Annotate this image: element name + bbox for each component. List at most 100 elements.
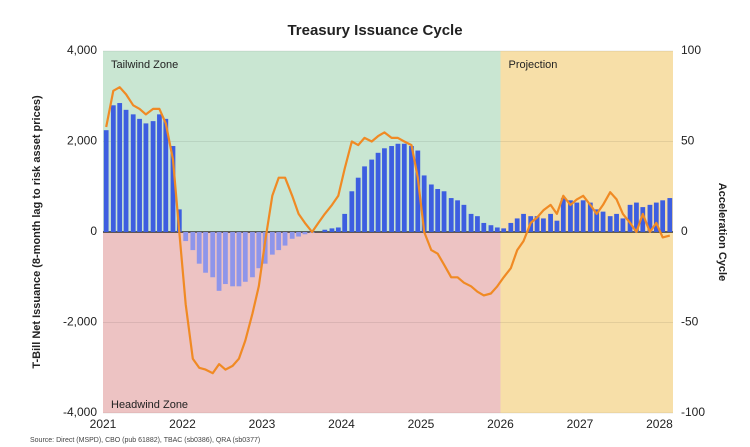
bar bbox=[548, 213, 553, 232]
x-tick-label: 2028 bbox=[646, 417, 673, 431]
y-tick-label: -2,000 bbox=[63, 315, 97, 329]
bar bbox=[269, 232, 275, 255]
bar bbox=[534, 216, 540, 232]
y2-axis-label: Acceleration Cycle bbox=[716, 183, 728, 281]
bar bbox=[401, 143, 407, 232]
bar bbox=[349, 191, 355, 232]
bar bbox=[667, 198, 673, 232]
bar bbox=[163, 118, 169, 232]
y-tick-label: 2,000 bbox=[67, 134, 97, 148]
bar bbox=[342, 213, 348, 232]
bar bbox=[481, 222, 487, 232]
bar bbox=[130, 114, 136, 232]
bar bbox=[103, 130, 109, 232]
bar bbox=[554, 220, 560, 232]
bar bbox=[415, 150, 421, 232]
bar bbox=[494, 227, 500, 232]
bar bbox=[508, 222, 514, 232]
bar bbox=[216, 232, 222, 291]
x-tick-label: 2026 bbox=[487, 417, 514, 431]
bar bbox=[647, 204, 653, 232]
bar bbox=[375, 152, 381, 232]
bar bbox=[455, 200, 460, 232]
bar bbox=[369, 159, 375, 232]
bar bbox=[236, 232, 242, 287]
bar bbox=[587, 202, 593, 232]
bar bbox=[600, 211, 606, 232]
bar bbox=[580, 200, 586, 232]
bar bbox=[123, 109, 129, 232]
bar bbox=[614, 213, 619, 232]
bar bbox=[541, 218, 546, 232]
bar bbox=[389, 146, 394, 232]
bar bbox=[276, 232, 282, 251]
bar bbox=[395, 143, 401, 232]
y2-tick-label: 0 bbox=[681, 224, 688, 238]
bar bbox=[157, 114, 162, 232]
bar bbox=[653, 202, 659, 232]
bar bbox=[329, 228, 335, 232]
bar bbox=[250, 232, 255, 278]
y-axis-label: T-Bill Net Issuance (8-month lag to risk… bbox=[31, 95, 43, 369]
bar bbox=[183, 232, 189, 242]
bar bbox=[210, 232, 216, 278]
bar bbox=[448, 198, 454, 232]
y2-tick-label: 50 bbox=[681, 134, 695, 148]
zone-label: Projection bbox=[508, 59, 557, 71]
y2-tick-label: 100 bbox=[681, 43, 701, 57]
bar bbox=[409, 146, 414, 232]
bar bbox=[514, 218, 520, 232]
bar bbox=[435, 189, 441, 232]
bar bbox=[574, 202, 580, 232]
bar bbox=[382, 148, 387, 232]
x-tick-label: 2023 bbox=[249, 417, 276, 431]
x-tick-label: 2021 bbox=[90, 417, 117, 431]
bar bbox=[560, 198, 566, 232]
bar bbox=[335, 227, 341, 232]
bar bbox=[441, 191, 447, 232]
bar bbox=[594, 209, 600, 232]
line bbox=[105, 86, 671, 375]
bar bbox=[322, 229, 328, 232]
bar bbox=[355, 177, 361, 232]
bar bbox=[660, 200, 666, 232]
zone bbox=[103, 232, 501, 413]
bar bbox=[110, 105, 116, 232]
bar bbox=[521, 213, 526, 232]
bar bbox=[150, 121, 156, 232]
bar bbox=[242, 232, 248, 282]
bar bbox=[170, 146, 176, 232]
bar bbox=[143, 123, 149, 232]
bar bbox=[640, 207, 646, 232]
bar bbox=[607, 216, 613, 232]
y-tick-label: 0 bbox=[90, 224, 97, 238]
bar bbox=[421, 175, 427, 232]
y-tick-label: -4,000 bbox=[63, 405, 97, 419]
bar bbox=[461, 204, 467, 232]
bar bbox=[223, 232, 228, 285]
bar bbox=[190, 232, 196, 251]
bar bbox=[475, 216, 480, 232]
bar bbox=[256, 232, 262, 269]
bar bbox=[117, 103, 123, 232]
x-tick-label: 2025 bbox=[408, 417, 435, 431]
zone-label: Tailwind Zone bbox=[111, 59, 178, 71]
bar bbox=[362, 166, 367, 232]
bar bbox=[488, 225, 494, 232]
chart-title: Treasury Issuance Cycle bbox=[287, 22, 462, 39]
bar bbox=[428, 184, 434, 232]
bar bbox=[468, 213, 474, 232]
y-tick-label: 4,000 bbox=[67, 43, 97, 57]
bar bbox=[282, 232, 288, 246]
bar bbox=[620, 218, 626, 232]
zone-label: Headwind Zone bbox=[111, 399, 188, 411]
bar bbox=[196, 232, 202, 264]
bar bbox=[289, 232, 295, 239]
source-note: Source: Direct (MSPD), CBO (pub 61882), … bbox=[30, 437, 260, 444]
y2-tick-label: -100 bbox=[681, 405, 705, 419]
bar bbox=[296, 232, 301, 237]
bar bbox=[634, 202, 639, 232]
x-tick-label: 2024 bbox=[328, 417, 355, 431]
bar bbox=[302, 232, 308, 235]
bar bbox=[501, 228, 507, 232]
